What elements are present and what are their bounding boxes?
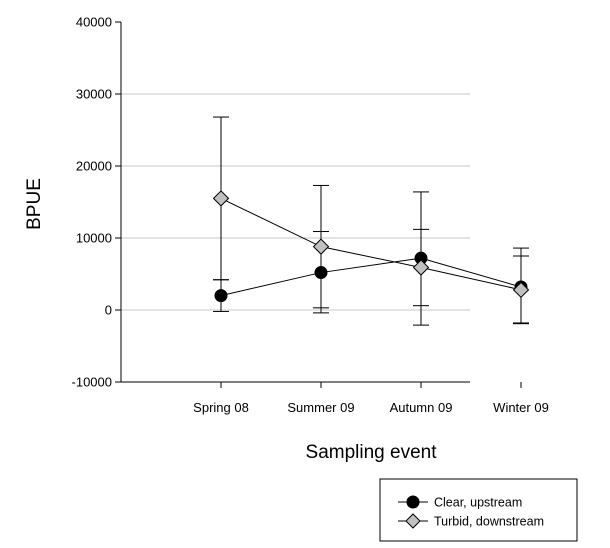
y-tick-label: 10000 [76,231,112,246]
y-tick-label: 40000 [76,15,112,30]
x-tick-label: Autumn 09 [390,400,453,415]
data-point-turbid [212,190,230,207]
series-markers [212,190,530,303]
error-bars [213,116,529,326]
grid-lines [121,93,470,311]
x-tick-label: Spring 08 [193,400,249,415]
series-lines [220,197,522,297]
axes [115,21,522,388]
x-axis-title: Sampling event [306,442,438,463]
data-point-turbid [312,238,330,255]
x-tick-label: Winter 09 [493,400,549,415]
series-line-0 [220,257,522,297]
y-axis-title: BPUE [24,178,45,230]
legend: Clear, upstream Turbid, downstream [379,478,578,542]
x-tick-label: Summer 09 [287,400,354,415]
legend-marker-circle [406,495,420,509]
data-point-clear [314,266,328,280]
legend-label: Clear, upstream [434,496,522,510]
legend-box [379,478,578,542]
legend-marker-diamond [405,513,421,529]
y-tick-label: -10000 [72,375,112,390]
data-point-turbid [412,259,430,276]
legend-label: Turbid, downstream [434,515,544,529]
y-tick-label: 0 [105,303,112,318]
data-point-clear [214,289,228,303]
tick-labels: -10000 0 10000 20000 30000 40000 Spring 08 Summ… [72,15,549,416]
y-tick-label: 30000 [76,87,112,102]
y-tick-label: 20000 [76,159,112,174]
series-line-1 [220,197,522,291]
data-point-turbid [512,281,530,299]
